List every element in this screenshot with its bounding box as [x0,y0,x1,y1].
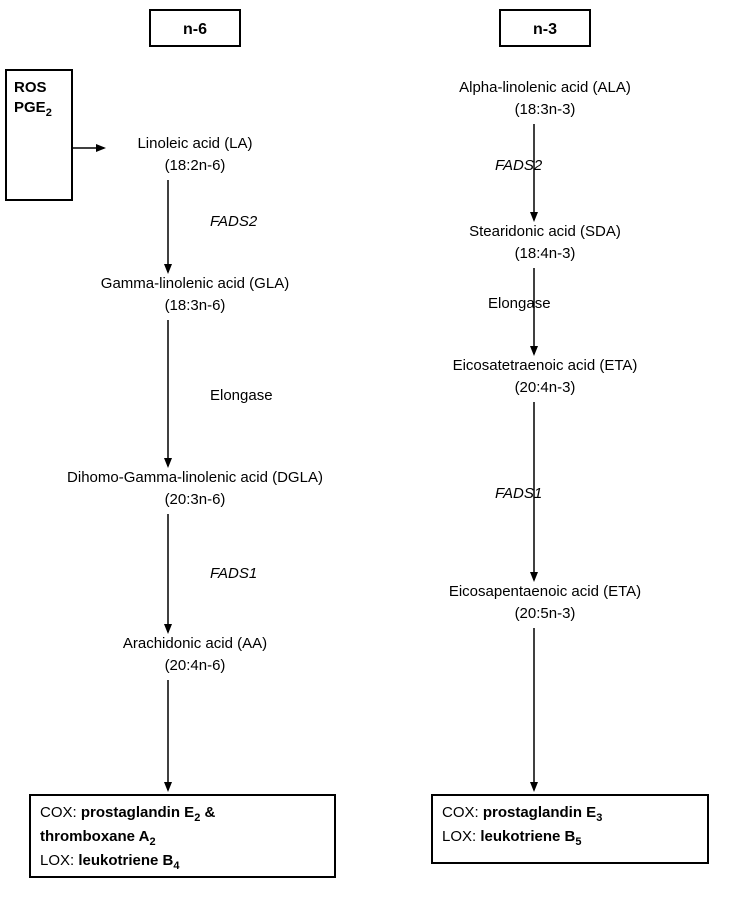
n3-node-3-line2: (20:5n-3) [515,605,576,622]
n6-enzyme-1: Elongase [210,387,273,404]
n3-enzyme-1: Elongase [488,295,551,312]
n6-node-2-line2: (20:3n-6) [165,491,226,508]
n6-node-3-line1: Arachidonic acid (AA) [123,635,267,652]
n6-enzyme-0: FADS2 [210,213,258,230]
n6-enzyme-2: FADS1 [210,565,257,582]
n6-node-0-line1: Linoleic acid (LA) [137,135,252,152]
n3-node-0-line2: (18:3n-3) [515,101,576,118]
n3-node-3-line1: Eicosapentaenoic acid (ETA) [449,583,641,600]
n3-node-0-line1: Alpha-linolenic acid (ALA) [459,79,631,96]
n6-node-2-line1: Dihomo-Gamma-linolenic acid (DGLA) [67,469,323,486]
n6-node-3-line2: (20:4n-6) [165,657,226,674]
svg-text:n-3: n-3 [533,21,557,38]
n3-node-2-line2: (20:4n-3) [515,379,576,396]
n6-node-1-line1: Gamma-linolenic acid (GLA) [101,275,289,292]
n3-enzyme-2: FADS1 [495,485,542,502]
svg-text:ROS: ROS [14,79,47,96]
n3-node-2-line1: Eicosatetraenoic acid (ETA) [453,357,638,374]
n6-node-0-line2: (18:2n-6) [165,157,226,174]
n6-node-1-line2: (18:3n-6) [165,297,226,314]
n3-enzyme-0: FADS2 [495,157,543,174]
svg-text:n-6: n-6 [183,21,207,38]
n3-node-1-line1: Stearidonic acid (SDA) [469,223,621,240]
n3-node-1-line2: (18:4n-3) [515,245,576,262]
